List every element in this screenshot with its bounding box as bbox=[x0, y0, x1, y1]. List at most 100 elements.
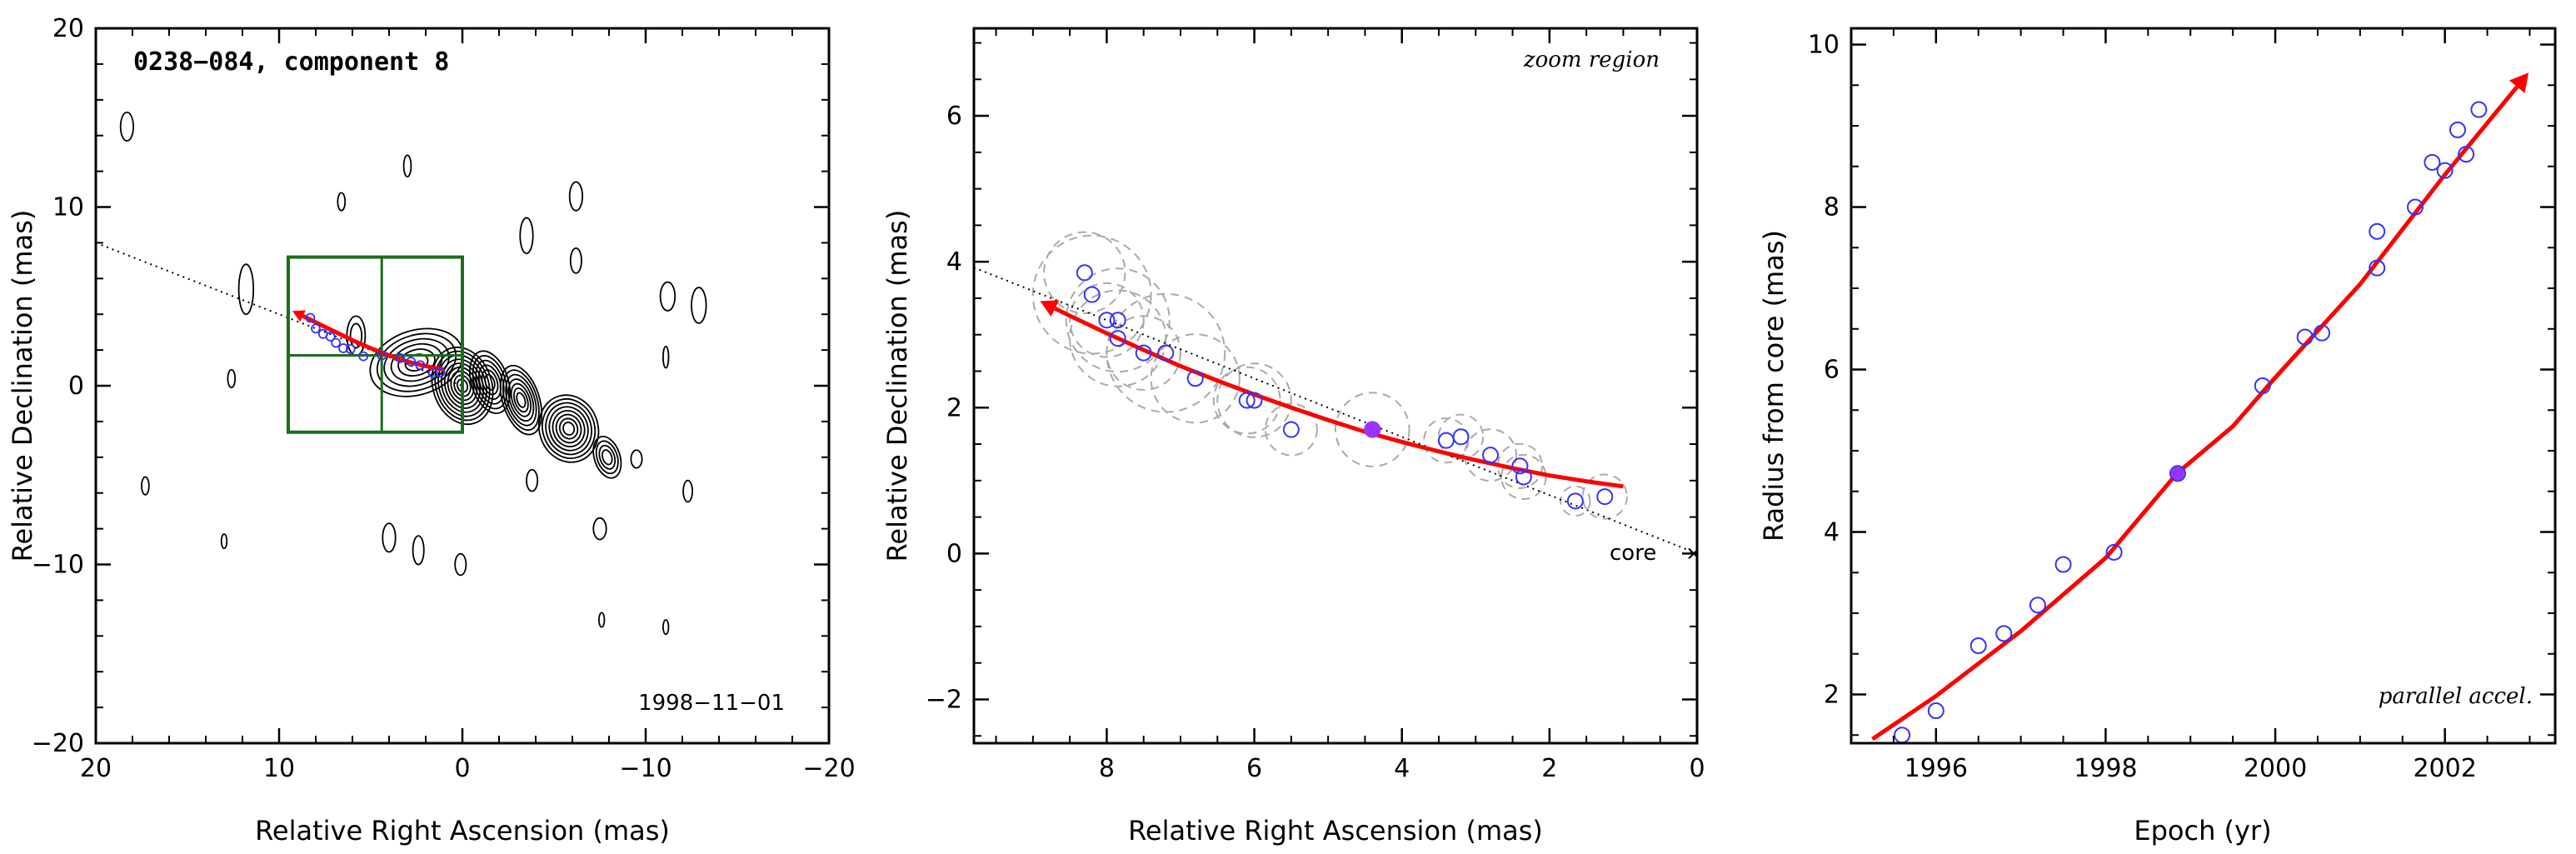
radius-measurement bbox=[1969, 637, 1987, 654]
contour-level bbox=[526, 468, 539, 492]
x-tick-label: 0 bbox=[454, 754, 470, 783]
contour-level bbox=[548, 406, 589, 452]
component-position bbox=[1157, 344, 1175, 362]
contour-level bbox=[456, 378, 469, 393]
radius-measurement bbox=[2407, 198, 2424, 216]
left-overlay bbox=[96, 242, 464, 434]
error-circle bbox=[1065, 267, 1171, 373]
error-circle bbox=[1560, 485, 1591, 517]
error-circle bbox=[1437, 413, 1485, 460]
contour-level bbox=[552, 410, 586, 447]
contour-level bbox=[510, 382, 532, 417]
fit-arrowhead bbox=[2509, 72, 2529, 93]
contour-level bbox=[412, 535, 425, 566]
y-tick-label: 10 bbox=[52, 193, 84, 222]
contour-level bbox=[227, 368, 237, 389]
contour-level bbox=[499, 364, 543, 436]
epoch-annotation: 1998−11−01 bbox=[638, 691, 785, 716]
radius-measurement bbox=[1894, 727, 1911, 743]
error-circle bbox=[1106, 292, 1226, 413]
contour-level bbox=[595, 440, 619, 475]
fit-arrowhead bbox=[292, 310, 306, 322]
contour-level bbox=[469, 350, 511, 414]
component-position bbox=[377, 350, 387, 361]
x-tick-label: −10 bbox=[619, 754, 671, 783]
radius-measurement bbox=[2449, 121, 2466, 138]
component-position bbox=[395, 352, 406, 363]
x-tick-label: 1998 bbox=[2074, 754, 2137, 783]
radius-measurement bbox=[2470, 101, 2488, 118]
right-axis-ticks: 1996 1998 2000 2002 2 4 6 8 10 bbox=[1808, 28, 2555, 783]
contour-level bbox=[691, 287, 707, 324]
component-position bbox=[1437, 432, 1455, 449]
component-position bbox=[1566, 492, 1584, 510]
component-position bbox=[415, 360, 426, 371]
y-tick-label: 2 bbox=[946, 393, 962, 422]
radius-vs-epoch-panel: 1996 1998 2000 2002 2 4 6 8 10 parallel accel. E… bbox=[1758, 27, 2557, 847]
radius-measurement bbox=[2169, 465, 2186, 482]
contour-level bbox=[475, 359, 505, 405]
y-tick-label: −10 bbox=[32, 551, 84, 580]
error-circle bbox=[1334, 392, 1410, 467]
x-tick-label: 0 bbox=[1689, 754, 1705, 783]
contour-level bbox=[662, 619, 670, 636]
component-position bbox=[1076, 264, 1093, 282]
x-tick-label: 4 bbox=[1394, 754, 1410, 783]
radius-measurement bbox=[2054, 556, 2072, 573]
y-tick-label: 8 bbox=[1824, 193, 1840, 222]
component-position bbox=[1482, 447, 1499, 464]
component-position bbox=[325, 332, 336, 342]
radius-measurement bbox=[2254, 377, 2271, 394]
contour-level bbox=[562, 422, 576, 436]
error-circle bbox=[1043, 231, 1126, 314]
component-position bbox=[1186, 370, 1204, 387]
error-circle bbox=[1496, 442, 1544, 489]
y-tick-label: 2 bbox=[1824, 681, 1840, 710]
fit-arrowhead bbox=[1040, 300, 1060, 317]
component-position bbox=[311, 323, 321, 334]
x-tick-label: 1996 bbox=[1905, 754, 1968, 783]
contour-map bbox=[119, 111, 707, 636]
map-title: 0238−084, component 8 bbox=[133, 47, 449, 77]
contour-level bbox=[434, 350, 491, 422]
contour-level bbox=[513, 387, 529, 413]
contour-level bbox=[220, 533, 228, 550]
radius-measurement bbox=[2436, 162, 2454, 179]
component-position bbox=[1596, 488, 1614, 506]
zoom-region-box bbox=[287, 255, 464, 434]
contour-level bbox=[569, 247, 582, 274]
contour-level bbox=[119, 111, 134, 142]
component-position bbox=[1282, 421, 1300, 438]
contour-level bbox=[507, 378, 535, 422]
zoom-region-plot bbox=[974, 231, 1697, 560]
contour-level bbox=[337, 192, 347, 212]
plot-frame bbox=[972, 27, 1699, 745]
radius-measurement bbox=[2424, 153, 2441, 171]
contour-level bbox=[481, 369, 499, 396]
contour-level bbox=[453, 374, 472, 397]
component-position bbox=[1511, 457, 1529, 475]
error-circle bbox=[1581, 473, 1628, 520]
component-position bbox=[1515, 468, 1532, 486]
error-circle bbox=[1500, 453, 1547, 501]
left-axis-ticks: 20 10 0 −10 −20 −20 −10 0 10 20 bbox=[32, 14, 856, 783]
component-position bbox=[1452, 428, 1470, 446]
contour-level bbox=[598, 612, 606, 628]
contour-level bbox=[502, 369, 540, 432]
radius-measurement bbox=[2458, 146, 2475, 163]
contour-level bbox=[568, 181, 584, 212]
error-circle bbox=[1150, 333, 1241, 424]
contour-level bbox=[558, 417, 579, 440]
radius-measurement bbox=[2369, 222, 2386, 240]
contour-level bbox=[592, 435, 622, 479]
component-position bbox=[305, 312, 316, 323]
y-tick-label: 20 bbox=[52, 14, 84, 43]
contour-level bbox=[431, 346, 494, 426]
reference-epoch-point bbox=[1364, 421, 1381, 438]
core-label: core bbox=[1610, 541, 1656, 566]
y-tick-label: 6 bbox=[946, 102, 962, 131]
error-circle bbox=[1464, 428, 1517, 482]
component-position bbox=[345, 344, 356, 354]
contour-level bbox=[516, 392, 527, 408]
